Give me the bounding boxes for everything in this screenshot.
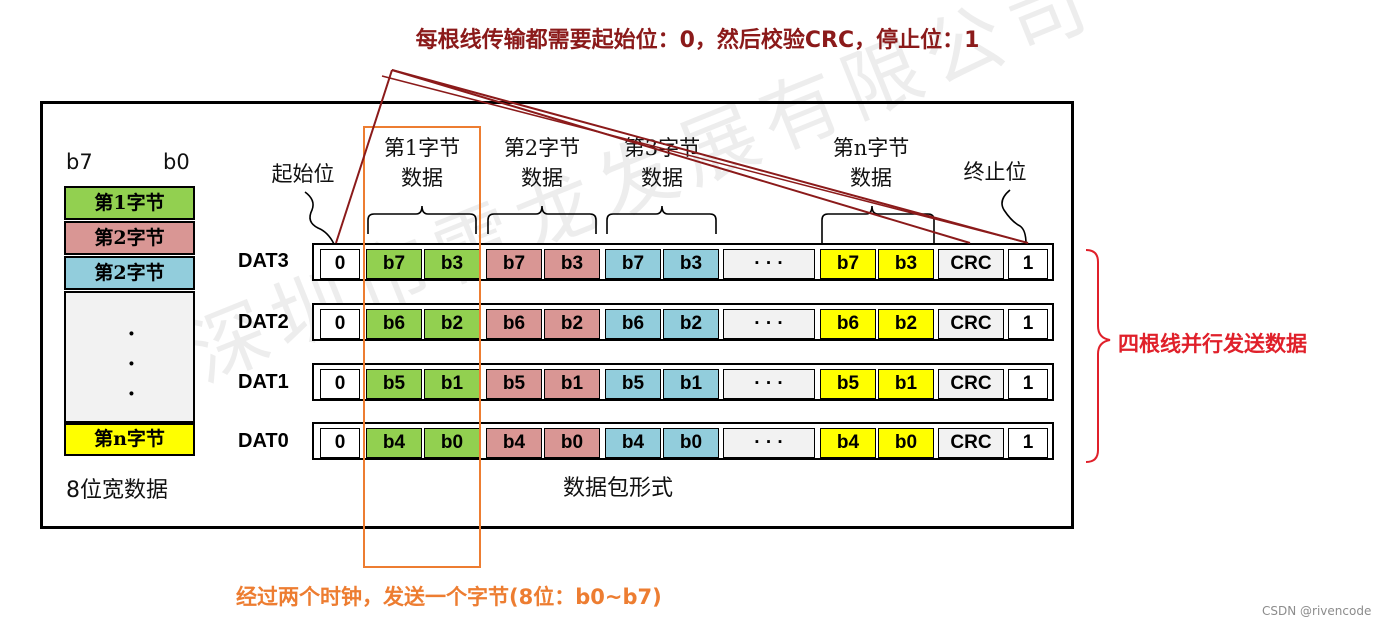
crc-cell: CRC <box>938 309 1004 339</box>
byte2-hi-cell: b7 <box>486 249 542 279</box>
byten-hi-cell: b7 <box>820 249 876 279</box>
title-line-crc <box>391 69 971 244</box>
byte3-lo-cell: b0 <box>663 428 719 458</box>
row-dat1: 0 b5 b1 b5 b1 b5 b1 · · · b5 b1 CRC 1 <box>312 363 1054 401</box>
byte2-hi-cell: b6 <box>486 309 542 339</box>
stop-bit-cell: 1 <box>1008 249 1048 279</box>
byte2-lo-cell: b2 <box>544 309 600 339</box>
byten-lo-cell: b2 <box>878 309 934 339</box>
crc-cell: CRC <box>938 249 1004 279</box>
stack-byte-1: 第1字节 <box>64 186 195 220</box>
byte1-highlight-box <box>363 126 481 568</box>
byten-lo-cell: b3 <box>878 249 934 279</box>
byte1-lo-cell: b0 <box>424 428 480 458</box>
parallel-note: 四根线并行发送数据 <box>1118 332 1307 356</box>
ellipsis-cell: · · · <box>723 249 815 279</box>
byte1-lo-cell: b3 <box>424 249 480 279</box>
header-start-bit: 起始位 <box>271 162 335 186</box>
header-byte1-line1: 第1字节 <box>383 136 461 160</box>
ellipsis-cell: · · · <box>723 309 815 339</box>
stack-dot-3: · <box>127 381 136 407</box>
start-bit-pointer <box>304 191 335 245</box>
byten-lo-cell: b0 <box>878 428 934 458</box>
header-byte1-line2: 数据 <box>401 166 443 190</box>
title-line-stop <box>391 69 1029 244</box>
start-bit-cell: 0 <box>320 309 360 339</box>
stack-dot-1: · <box>127 321 136 347</box>
byte3-hi-cell: b4 <box>605 428 661 458</box>
stack-dot-2: · <box>127 351 136 377</box>
row-dat3: 0 b7 b3 b7 b3 b7 b3 · · · b7 b3 CRC 1 <box>312 243 1054 281</box>
stop-bit-cell: 1 <box>1008 428 1048 458</box>
row-dat2: 0 b6 b2 b6 b2 b6 b2 · · · b6 b2 CRC 1 <box>312 303 1054 341</box>
title-line-start <box>335 69 393 244</box>
row-label-dat3: DAT3 <box>238 250 289 272</box>
byte2-lo-cell: b1 <box>544 369 600 399</box>
byte1-hi-cell: b7 <box>366 249 422 279</box>
byte2-hi-cell: b5 <box>486 369 542 399</box>
stop-bit-pointer <box>1001 189 1027 245</box>
start-bit-cell: 0 <box>320 249 360 279</box>
clock-note: 经过两个时钟，发送一个字节(8位：b0~b7) <box>236 585 662 609</box>
byte3-hi-cell: b5 <box>605 369 661 399</box>
stop-bit-cell: 1 <box>1008 369 1048 399</box>
msb-label: b7 <box>66 150 93 174</box>
header-stop-bit: 终止位 <box>963 160 1027 184</box>
byte1-hi-cell: b4 <box>366 428 422 458</box>
stop-bit-cell: 1 <box>1008 309 1048 339</box>
top-annotation: 每根线传输都需要起始位：0，然后校验CRC，停止位：1 <box>415 28 980 53</box>
byten-hi-cell: b4 <box>820 428 876 458</box>
stack-caption: 8位宽数据 <box>66 478 168 503</box>
byte1-hi-cell: b6 <box>366 309 422 339</box>
row-label-dat0: DAT0 <box>238 430 289 452</box>
stack-byte-n: 第n字节 <box>64 423 195 456</box>
header-byte2-line2: 数据 <box>521 166 563 190</box>
byten-hi-cell: b6 <box>820 309 876 339</box>
byten-hi-cell: b5 <box>820 369 876 399</box>
crc-cell: CRC <box>938 369 1004 399</box>
byte2-hi-cell: b4 <box>486 428 542 458</box>
header-byten-line2: 数据 <box>850 166 892 190</box>
row-label-dat1: DAT1 <box>238 371 289 393</box>
byte2-lo-cell: b3 <box>544 249 600 279</box>
ellipsis-cell: · · · <box>723 369 815 399</box>
crc-cell: CRC <box>938 428 1004 458</box>
source-credit: CSDN @rivencode <box>1262 604 1372 618</box>
title-line-return <box>381 75 1029 244</box>
byte1-lo-cell: b2 <box>424 309 480 339</box>
header-byten-line1: 第n字节 <box>832 136 910 160</box>
byte2-lo-cell: b0 <box>544 428 600 458</box>
brace-byte3 <box>606 205 717 234</box>
byte3-hi-cell: b7 <box>605 249 661 279</box>
start-bit-cell: 0 <box>320 369 360 399</box>
byten-lo-cell: b1 <box>878 369 934 399</box>
brace-byte2 <box>487 205 597 234</box>
header-byte2-line1: 第2字节 <box>503 136 581 160</box>
byte3-lo-cell: b2 <box>663 309 719 339</box>
row-label-dat2: DAT2 <box>238 311 289 333</box>
brace-byte1 <box>367 205 477 234</box>
byte3-lo-cell: b3 <box>663 249 719 279</box>
header-byte3-line2: 数据 <box>641 166 683 190</box>
ellipsis-cell: · · · <box>723 428 815 458</box>
stack-byte-2: 第2字节 <box>64 221 195 255</box>
diagram-frame <box>40 101 1074 529</box>
stack-byte-3: 第2字节 <box>64 256 195 290</box>
packet-caption: 数据包形式 <box>563 476 674 501</box>
byte1-hi-cell: b5 <box>366 369 422 399</box>
brace-byten <box>821 205 935 244</box>
row-dat0: 0 b4 b0 b4 b0 b4 b0 · · · b4 b0 CRC 1 <box>312 422 1054 460</box>
byte3-lo-cell: b1 <box>663 369 719 399</box>
stack-ellipsis: · · · <box>64 291 195 423</box>
lsb-label: b0 <box>163 150 190 174</box>
right-brace <box>1085 249 1111 463</box>
start-bit-cell: 0 <box>320 428 360 458</box>
byte3-hi-cell: b6 <box>605 309 661 339</box>
